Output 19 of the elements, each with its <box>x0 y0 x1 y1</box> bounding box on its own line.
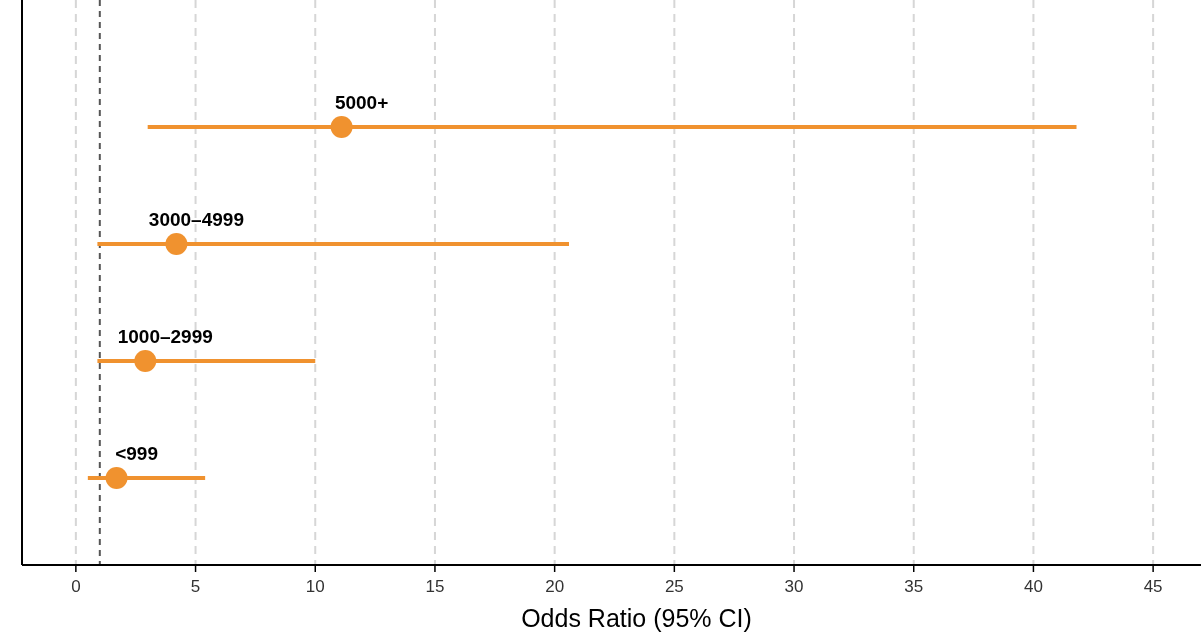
x-tick-label: 25 <box>664 577 684 596</box>
x-tick-label: 40 <box>1023 577 1043 596</box>
x-axis-title: Odds Ratio (95% CI) <box>521 604 752 632</box>
x-tick-label: 0 <box>71 577 81 596</box>
x-tick-label: 20 <box>545 577 565 596</box>
point <box>134 350 157 372</box>
y-tick-label: 5000+ <box>334 92 389 113</box>
point <box>165 233 188 255</box>
x-tick-label: 35 <box>904 577 924 596</box>
x-tick-label: 5 <box>190 577 201 596</box>
point <box>330 116 353 138</box>
y-tick-label: <999 <box>115 443 158 464</box>
y-tick-label: 1000–2999 <box>117 326 213 347</box>
x-tick-label: 10 <box>305 577 325 596</box>
point <box>105 467 128 489</box>
x-tick-label: 30 <box>784 577 804 596</box>
x-tick-label: 45 <box>1143 577 1163 596</box>
y-tick-label: 3000–4999 <box>148 209 244 230</box>
x-tick-label: 15 <box>425 577 445 596</box>
